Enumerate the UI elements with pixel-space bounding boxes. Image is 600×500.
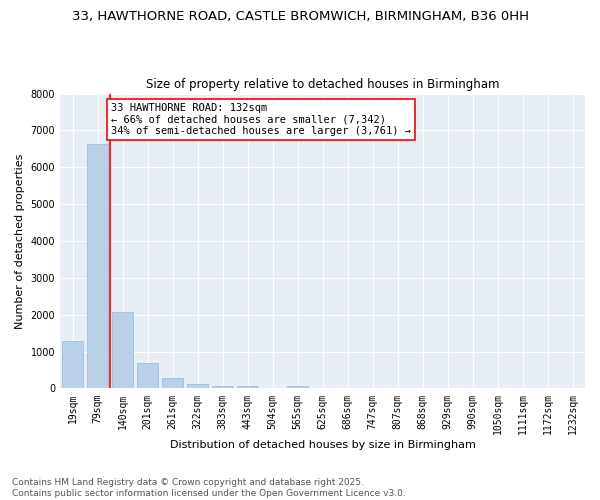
- Text: 33 HAWTHORNE ROAD: 132sqm
← 66% of detached houses are smaller (7,342)
34% of se: 33 HAWTHORNE ROAD: 132sqm ← 66% of detac…: [111, 103, 411, 136]
- Bar: [112, 312, 133, 388]
- Bar: [187, 384, 208, 388]
- Bar: [212, 386, 233, 388]
- Title: Size of property relative to detached houses in Birmingham: Size of property relative to detached ho…: [146, 78, 499, 91]
- Bar: [62, 340, 83, 388]
- Bar: [87, 144, 108, 388]
- Bar: [162, 378, 183, 388]
- X-axis label: Distribution of detached houses by size in Birmingham: Distribution of detached houses by size …: [170, 440, 475, 450]
- Text: 33, HAWTHORNE ROAD, CASTLE BROMWICH, BIRMINGHAM, B36 0HH: 33, HAWTHORNE ROAD, CASTLE BROMWICH, BIR…: [71, 10, 529, 23]
- Bar: [287, 386, 308, 388]
- Text: Contains HM Land Registry data © Crown copyright and database right 2025.
Contai: Contains HM Land Registry data © Crown c…: [12, 478, 406, 498]
- Y-axis label: Number of detached properties: Number of detached properties: [15, 154, 25, 328]
- Bar: [237, 386, 258, 388]
- Bar: [137, 364, 158, 388]
